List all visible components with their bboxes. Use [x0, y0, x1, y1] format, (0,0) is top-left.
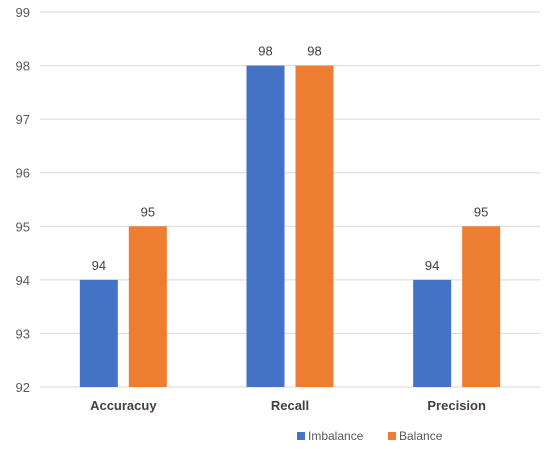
- grid-layer: [40, 11, 540, 388]
- y-tick-label: 98: [16, 59, 30, 74]
- legend-swatch-balance: [388, 432, 396, 440]
- y-tick-label: 99: [16, 5, 30, 20]
- data-label: 94: [92, 258, 106, 273]
- y-tick-label: 95: [16, 219, 30, 234]
- data-label: 98: [307, 44, 321, 59]
- x-category-label: Accuracuy: [90, 398, 157, 413]
- legend-swatch-imbalance: [297, 432, 305, 440]
- legend-label: Balance: [399, 429, 443, 443]
- data-label: 94: [425, 258, 439, 273]
- bars-layer: [79, 65, 501, 388]
- bar-balance: [295, 65, 334, 388]
- x-category-label: Recall: [271, 398, 309, 413]
- labels-layer: 92 93 94 95 96 97 98 99 94 95 Accuracuy 98 98 Recall 9…: [16, 5, 489, 413]
- data-label: 95: [474, 204, 488, 219]
- y-tick-label: 93: [16, 326, 30, 341]
- y-tick-label: 97: [16, 112, 30, 127]
- data-label: 95: [141, 204, 155, 219]
- bar-balance: [128, 226, 167, 387]
- bar-imbalance: [413, 279, 452, 387]
- y-tick-label: 94: [16, 273, 30, 288]
- x-category-label: Precision: [427, 398, 486, 413]
- data-label: 98: [258, 44, 272, 59]
- y-tick-label: 92: [16, 380, 30, 395]
- legend-label: Imbalance: [308, 429, 364, 443]
- bar-balance: [462, 226, 501, 387]
- legend: Imbalance Balance: [297, 429, 443, 443]
- bar-imbalance: [79, 279, 118, 387]
- y-tick-label: 96: [16, 166, 30, 181]
- bar-imbalance: [246, 65, 285, 388]
